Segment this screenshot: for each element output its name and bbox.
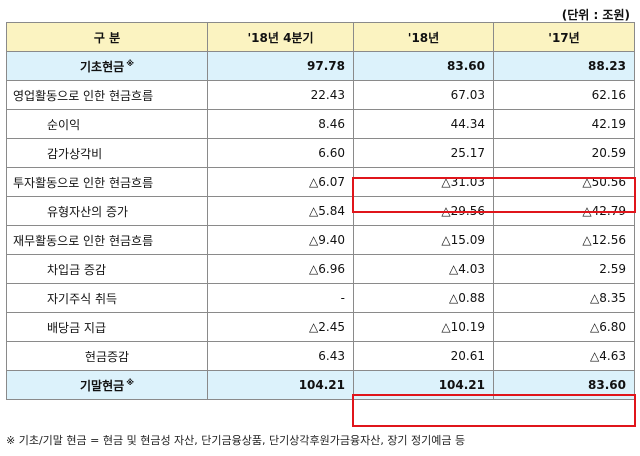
cell-value: △12.56 <box>493 225 635 255</box>
cell-value: 104.21 <box>207 370 354 400</box>
cell-value: 20.61 <box>353 341 494 371</box>
table-row: 배당금 지급 △2.45 △10.19 △6.80 <box>6 312 635 342</box>
table-row: 재무활동으로 인한 현금흐름 △9.40 △15.09 △12.56 <box>6 225 635 255</box>
cell-value: 20.59 <box>493 138 635 168</box>
cell-value: △50.56 <box>493 167 635 197</box>
row-label: 영업활동으로 인한 현금흐름 <box>6 80 208 110</box>
cell-value: 25.17 <box>353 138 494 168</box>
table-row: 자기주식 취득 - △0.88 △8.35 <box>6 283 635 313</box>
cell-value: 88.23 <box>493 51 635 81</box>
cell-value: 97.78 <box>207 51 354 81</box>
table-row: 순이익 8.46 44.34 42.19 <box>6 109 635 139</box>
cell-value: △6.07 <box>207 167 354 197</box>
table-row: 투자활동으로 인한 현금흐름 △6.07 △31.03 △50.56 <box>6 167 635 197</box>
cell-value: - <box>207 283 354 313</box>
cell-value: △4.03 <box>353 254 494 284</box>
cell-value: △29.56 <box>353 196 494 226</box>
row-label: 기말현금 ※ <box>6 370 208 400</box>
cell-value: △15.09 <box>353 225 494 255</box>
row-label: 자기주식 취득 <box>6 283 208 313</box>
row-label: 차입금 증감 <box>6 254 208 284</box>
row-label: 재무활동으로 인한 현금흐름 <box>6 225 208 255</box>
cell-value: 8.46 <box>207 109 354 139</box>
table-row: 기말현금 ※ 104.21 104.21 83.60 <box>6 370 635 400</box>
cell-value: △42.79 <box>493 196 635 226</box>
row-label: 배당금 지급 <box>6 312 208 342</box>
cell-value: △2.45 <box>207 312 354 342</box>
table-row: 감가상각비 6.60 25.17 20.59 <box>6 138 635 168</box>
cell-value: 83.60 <box>353 51 494 81</box>
cell-value: △10.19 <box>353 312 494 342</box>
header-q4-2018: '18년 4분기 <box>207 22 354 52</box>
cell-value: △5.84 <box>207 196 354 226</box>
cell-value: 62.16 <box>493 80 635 110</box>
cell-value: 2.59 <box>493 254 635 284</box>
cell-value: △0.88 <box>353 283 494 313</box>
cell-value: 67.03 <box>353 80 494 110</box>
row-label: 기초현금 ※ <box>6 51 208 81</box>
table-row: 기초현금 ※ 97.78 83.60 88.23 <box>6 51 635 81</box>
cell-value: △8.35 <box>493 283 635 313</box>
table-row: 현금증감 6.43 20.61 △4.63 <box>6 341 635 371</box>
table-row: 차입금 증감 △6.96 △4.03 2.59 <box>6 254 635 284</box>
cell-value: 104.21 <box>353 370 494 400</box>
cell-value: △4.63 <box>493 341 635 371</box>
table-row: 영업활동으로 인한 현금흐름 22.43 67.03 62.16 <box>6 80 635 110</box>
cell-value: 22.43 <box>207 80 354 110</box>
cell-value: △9.40 <box>207 225 354 255</box>
cell-value: △6.80 <box>493 312 635 342</box>
unit-label: (단위 : 조원) <box>561 8 630 22</box>
cell-value: 83.60 <box>493 370 635 400</box>
row-label: 현금증감 <box>6 341 208 371</box>
cell-value: △6.96 <box>207 254 354 284</box>
header-row: 구 분 '18년 4분기 '18년 '17년 <box>6 22 635 52</box>
row-label: 감가상각비 <box>6 138 208 168</box>
header-category: 구 분 <box>6 22 208 52</box>
cell-value: △31.03 <box>353 167 494 197</box>
cell-value: 44.34 <box>353 109 494 139</box>
cell-value: 6.60 <box>207 138 354 168</box>
table-row: 유형자산의 증가 △5.84 △29.56 △42.79 <box>6 196 635 226</box>
row-label: 유형자산의 증가 <box>6 196 208 226</box>
cash-flow-table: 구 분 '18년 4분기 '18년 '17년 기초현금 ※ 97.78 83.60… <box>6 22 635 400</box>
header-2018: '18년 <box>353 22 494 52</box>
cell-value: 6.43 <box>207 341 354 371</box>
header-2017: '17년 <box>493 22 635 52</box>
row-label: 순이익 <box>6 109 208 139</box>
footnote: ※ 기초/기말 현금 = 현금 및 현금성 자산, 단기금융상품, 단기상각후원… <box>6 434 466 447</box>
row-label: 투자활동으로 인한 현금흐름 <box>6 167 208 197</box>
cell-value: 42.19 <box>493 109 635 139</box>
